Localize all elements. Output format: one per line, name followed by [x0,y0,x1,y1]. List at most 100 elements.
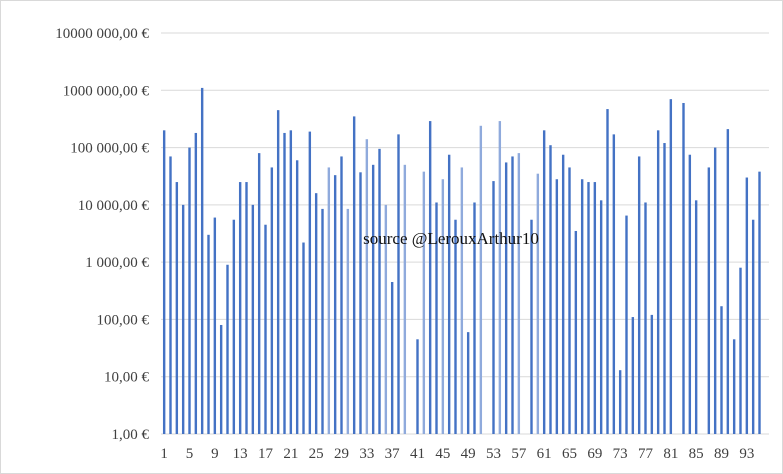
bar-90 [726,129,730,435]
bar-8 [207,234,210,434]
bar-56 [511,156,514,434]
bar-15 [251,204,255,434]
bar-89 [720,306,723,434]
bar-4 [181,204,185,434]
x-tick-label: 29 [334,446,349,462]
y-tick-label: 1000 000,00 € [63,83,150,99]
bar-74 [625,215,628,434]
bar-42 [422,171,426,434]
x-tick-label: 13 [233,446,248,462]
y-tick-label: 10 000,00 € [78,198,150,214]
source-watermark: source @LerouxArthur10 [363,229,539,248]
bar-29 [340,156,343,434]
x-tick-label: 65 [562,446,577,462]
bar-54 [498,121,502,434]
bar-32 [359,172,362,434]
bar-55 [504,162,508,434]
bar-48 [460,167,464,435]
bar-81 [669,99,673,434]
bar-64 [561,154,565,434]
x-tick-label: 73 [613,446,628,462]
y-tick-label: 100 000,00 € [70,141,149,157]
bar-70 [599,200,603,434]
bars [162,87,761,435]
bar-94 [751,219,755,434]
x-tick-label: 49 [461,446,476,462]
bar-45 [441,179,445,434]
bar-63 [555,179,559,434]
bar-5 [188,147,191,435]
bar-20 [283,132,286,434]
x-tick-label: 77 [638,446,654,462]
bar-93 [745,177,749,435]
bar-33 [365,139,369,434]
bar-36 [384,204,388,434]
bar-79 [656,130,660,434]
x-tick-label: 33 [359,446,374,462]
bar-26 [321,208,324,434]
x-tick-label: 85 [689,446,704,462]
bar-2 [169,156,172,434]
x-tick-label: 45 [435,446,450,462]
x-tick-label: 41 [410,446,425,462]
bar-1 [162,130,166,434]
x-tick-label: 1 [160,446,168,462]
bar-57 [517,153,521,434]
bar-14 [245,182,248,434]
bar-77 [644,202,647,434]
x-tick-label: 69 [587,446,602,462]
bar-44 [435,202,438,434]
bar-24 [308,131,312,434]
bar-67 [580,179,584,434]
x-tick-label: 57 [511,446,527,462]
bar-9 [213,217,217,434]
bar-37 [390,282,394,434]
bar-18 [270,167,274,435]
y-axis-labels: 1,00 € 10,00 € 100,00 € 1 000,00 € 10 000,00… [55,26,149,443]
bar-38 [397,134,400,434]
bar-30 [346,208,350,434]
bar-22 [295,160,299,434]
bar-84 [688,154,692,434]
bar-92 [739,267,742,434]
y-tick-label: 10000 000,00 € [55,26,149,42]
bar-46 [447,154,451,434]
y-tick-label: 100,00 € [97,312,150,328]
x-tick-label: 89 [714,446,729,462]
bar-6 [194,132,198,434]
bar-73 [618,370,622,434]
y-tick-label: 10,00 € [104,370,150,386]
x-tick-label: 81 [663,446,678,462]
x-tick-label: 53 [486,446,501,462]
bar-61 [542,130,546,434]
bar-16 [257,153,261,434]
bar-49 [466,332,470,434]
bar-51 [479,125,483,434]
bar-87 [707,167,711,435]
bar-71 [606,109,609,434]
bar-7 [200,87,204,435]
bar-50 [473,202,476,434]
bar-10 [219,324,223,434]
x-axis-labels: 1 5 9 13 17 21 25 29 33 37 41 45 49 53 57 61 65 69 73 77 81 8… [160,446,754,462]
bar-95 [758,171,761,434]
bar-75 [631,317,635,434]
bar-88 [713,147,717,435]
bar-35 [378,148,381,435]
x-tick-label: 93 [739,446,754,462]
bar-19 [276,110,280,435]
bar-83 [682,102,685,434]
bar-21 [289,130,293,434]
bar-39 [403,164,407,434]
x-tick-label: 5 [186,446,194,462]
y-tick-label: 1 000,00 € [85,255,149,271]
bar-41 [416,339,419,434]
bar-59 [530,219,533,434]
bar-91 [732,339,736,434]
x-tick-label: 61 [537,446,552,462]
x-tick-label: 9 [211,446,219,462]
x-tick-label: 37 [385,446,401,462]
bar-31 [352,116,356,434]
